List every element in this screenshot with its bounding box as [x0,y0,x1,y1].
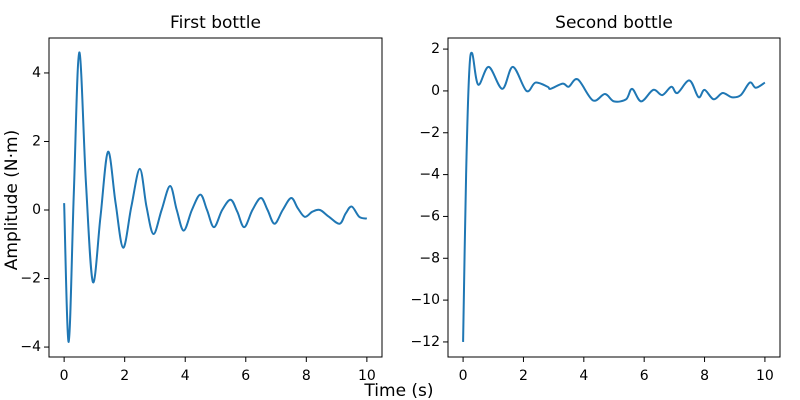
x-tick-label: 4 [181,368,190,384]
x-tick-label: 6 [241,368,250,384]
x-tick-label: 0 [459,368,468,384]
y-tick-label: −10 [410,292,440,308]
y-tick-label: −8 [419,250,440,266]
x-tick-label: 2 [519,368,528,384]
x-tick-label: 2 [120,368,129,384]
x-tick-label: 10 [756,368,774,384]
y-tick-label: 0 [431,83,440,99]
x-tick-label: 8 [700,368,709,384]
data-line [462,51,766,342]
data-line [63,51,368,343]
plot-frame [447,37,781,358]
y-tick-label: 4 [32,65,41,81]
y-tick-label: −6 [419,208,440,224]
y-tick-label: −2 [419,125,440,141]
y-tick-label: 0 [32,202,41,218]
y-axis-label: Amplitude (N·m) [2,130,22,270]
y-tick-label: 2 [431,41,440,57]
x-tick-label: 6 [640,368,649,384]
x-tick-label: 8 [302,368,311,384]
x-tick-label: 4 [579,368,588,384]
chart-title: Second bottle [555,13,673,33]
x-axis-label: Time (s) [363,381,433,400]
y-tick-label: −2 [20,271,41,287]
plot-frame [48,37,383,358]
y-tick-label: −4 [419,167,440,183]
y-tick-label: −4 [20,339,41,355]
y-tick-label: −12 [410,334,440,350]
x-tick-label: 0 [60,368,69,384]
y-tick-label: 2 [32,133,41,149]
chart-title: First bottle [170,13,261,33]
x-tick-label: 10 [358,368,376,384]
